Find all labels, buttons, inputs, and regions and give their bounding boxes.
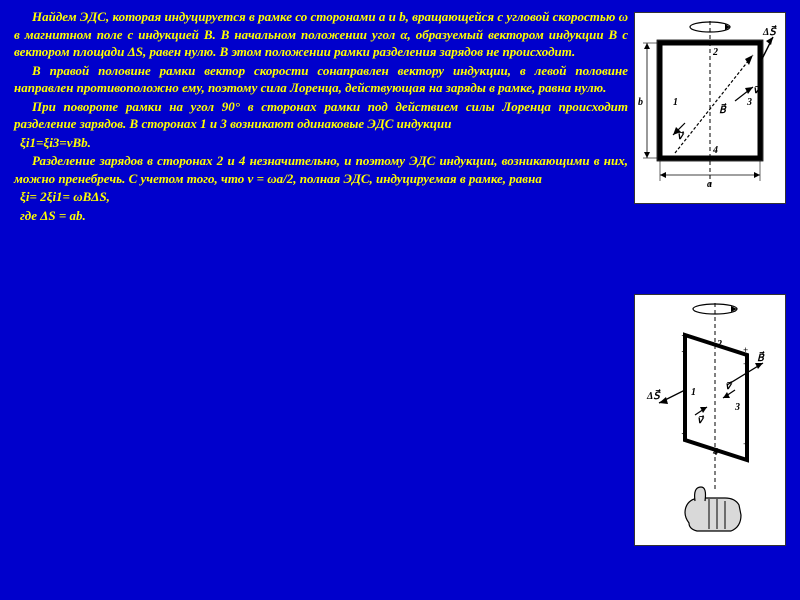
svg-text:−: −: [681, 347, 687, 358]
paragraph-4: Разделение зарядов в сторонах 2 и 4 незн…: [14, 152, 628, 187]
svg-text:+: +: [743, 345, 748, 355]
svg-text:1: 1: [673, 97, 678, 108]
svg-text:2: 2: [716, 339, 722, 350]
svg-text:ΔS⃗: ΔS⃗: [646, 389, 661, 402]
svg-text:B⃗: B⃗: [757, 351, 765, 364]
svg-text:+: +: [743, 439, 748, 449]
svg-text:3: 3: [734, 402, 740, 413]
svg-text:2: 2: [712, 47, 718, 58]
svg-text:4: 4: [712, 447, 718, 458]
svg-text:ΔS⃗: ΔS⃗: [762, 25, 777, 38]
figure-column: 1 2 3 4 B⃗ ΔS⃗ v⃗ v⃗ a: [634, 8, 792, 592]
equation-2: ξi= 2ξi1= ωBΔS,: [14, 188, 628, 206]
svg-text:v⃗: v⃗: [697, 415, 705, 426]
svg-text:3: 3: [746, 97, 752, 108]
svg-text:4: 4: [712, 145, 718, 156]
text-column: Найдем ЭДС, которая индуцируется в рамке…: [14, 8, 634, 592]
paragraph-3: При повороте рамки на угол 90° в сторона…: [14, 98, 628, 133]
svg-text:B⃗: B⃗: [719, 103, 727, 116]
svg-text:b: b: [638, 97, 643, 108]
svg-text:1: 1: [691, 387, 696, 398]
svg-text:a: a: [707, 179, 712, 190]
equation-1: ξi1=ξi3=vBb.: [14, 134, 628, 152]
figure-1: 1 2 3 4 B⃗ ΔS⃗ v⃗ v⃗ a: [634, 12, 786, 204]
svg-text:v⃗: v⃗: [677, 131, 685, 142]
svg-text:−: −: [681, 331, 687, 342]
svg-text:+: +: [743, 359, 748, 369]
figure-2: + + − − + − 1 2 3 4 B⃗ ΔS⃗ v⃗ v⃗: [634, 294, 786, 546]
svg-text:−: −: [681, 429, 687, 440]
paragraph-2: В правой половине рамки вектор скорости …: [14, 62, 628, 97]
equation-3: где ΔS = ab.: [14, 207, 628, 225]
paragraph-1: Найдем ЭДС, которая индуцируется в рамке…: [14, 8, 628, 61]
